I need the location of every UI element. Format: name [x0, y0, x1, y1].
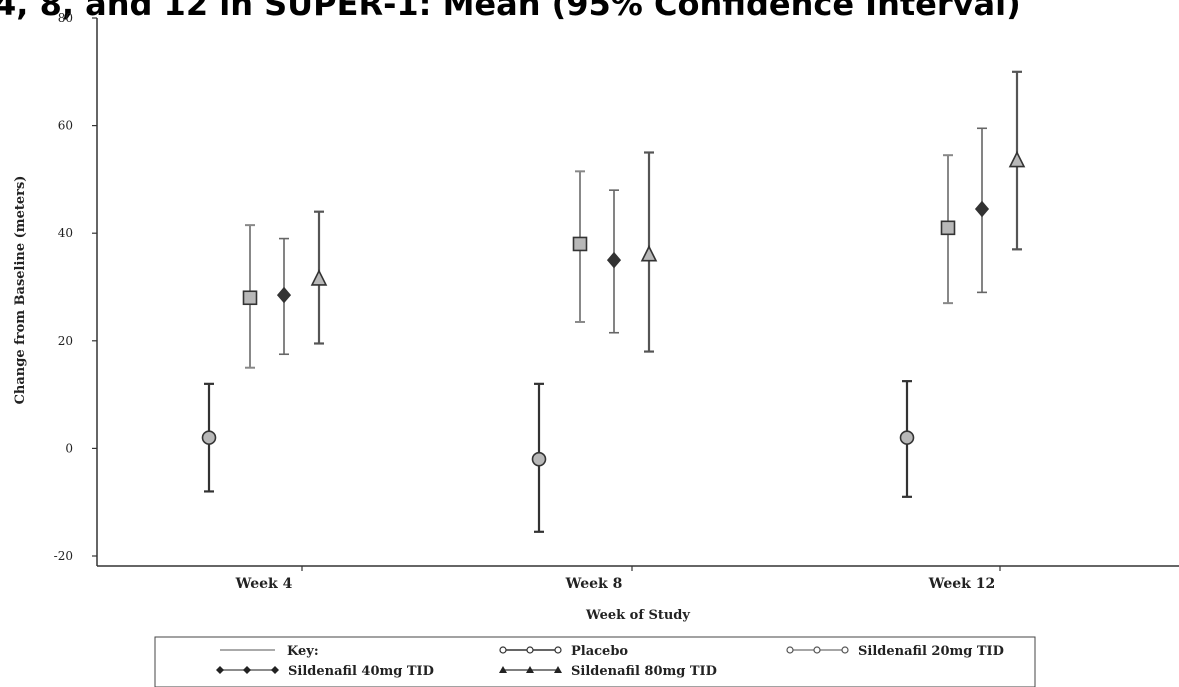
- legend-entry: Sildenafil 20mg TID: [786, 644, 1004, 659]
- legend-entry: Sildenafil 80mg TID: [499, 664, 717, 679]
- circle-marker: [899, 430, 915, 445]
- circle-marker: [201, 430, 217, 445]
- chart-title-container: 4, 8, and 12 in SUPER-1: Mean (95% Confi…: [0, 0, 1179, 22]
- legend-entry: Placebo: [499, 644, 628, 659]
- legend-key-label: Key:: [287, 644, 319, 659]
- data-points: [201, 70, 1026, 533]
- error-bar-point: [899, 380, 915, 498]
- error-bar-point: [242, 224, 258, 369]
- x-category-label: Week 12: [928, 576, 995, 592]
- error-bar-point: [606, 189, 622, 334]
- legend-circle-marker: [526, 646, 534, 654]
- legend-diamond-marker: [243, 666, 251, 674]
- diamond-marker: [606, 251, 622, 269]
- error-bar-point: [201, 382, 217, 493]
- diamond-marker: [974, 200, 990, 218]
- error-bar-point: [974, 127, 990, 294]
- legend-label: Sildenafil 20mg TID: [858, 644, 1004, 659]
- x-category-labels: Week 4 Week 8 Week 12: [235, 566, 1001, 592]
- legend-box: [154, 636, 1036, 687]
- y-tick-label: 40: [58, 226, 73, 240]
- error-bar-point: [640, 151, 658, 353]
- legend: Key: Placebo Sildenafil 20mg TID Sildenafil…: [154, 636, 1036, 687]
- chart-title: 4, 8, and 12 in SUPER-1: Mean (95% Confi…: [0, 0, 1021, 22]
- legend-diamond-marker: [271, 666, 279, 674]
- square-marker: [940, 220, 956, 236]
- x-axis-label: Week of Study: [585, 608, 690, 623]
- legend-triangle-marker: [554, 666, 562, 673]
- diamond-marker: [276, 286, 292, 304]
- x-category-label: Week 4: [235, 576, 293, 592]
- y-tick-label: 20: [58, 334, 73, 348]
- triangle-marker: [640, 244, 658, 262]
- legend-square-marker: [813, 646, 821, 654]
- y-ticks: -20 0 20 40 60 80: [54, 11, 97, 563]
- y-tick-label: -20: [54, 549, 73, 563]
- y-tick-label: 80: [58, 11, 73, 25]
- error-bar-point: [940, 154, 956, 305]
- y-tick-label: 60: [58, 119, 73, 133]
- axes: [96, 18, 1179, 567]
- legend-circle-marker: [499, 646, 507, 654]
- x-category-label: Week 8: [565, 576, 623, 592]
- legend-triangle-marker: [526, 666, 534, 673]
- legend-triangle-marker: [499, 666, 507, 673]
- triangle-marker: [1008, 150, 1026, 168]
- y-axis-label: Change from Baseline (meters): [13, 176, 28, 405]
- legend-label: Placebo: [571, 644, 628, 659]
- error-bar-point: [531, 382, 547, 533]
- legend-square-marker: [786, 646, 794, 654]
- legend-label: Sildenafil 80mg TID: [571, 664, 717, 679]
- legend-label: Sildenafil 40mg TID: [288, 664, 434, 679]
- legend-circle-marker: [554, 646, 562, 654]
- error-bar-point: [310, 210, 328, 345]
- error-bar-point: [572, 170, 588, 323]
- error-bar-point: [276, 237, 292, 356]
- legend-entry: Sildenafil 40mg TID: [216, 664, 434, 679]
- error-bar-point: [1008, 70, 1026, 251]
- y-tick-label: 0: [65, 441, 73, 455]
- legend-square-marker: [841, 646, 849, 654]
- legend-diamond-marker: [216, 666, 224, 674]
- circle-marker: [531, 451, 547, 467]
- triangle-marker: [310, 269, 328, 286]
- square-marker: [572, 236, 588, 252]
- square-marker: [242, 290, 258, 306]
